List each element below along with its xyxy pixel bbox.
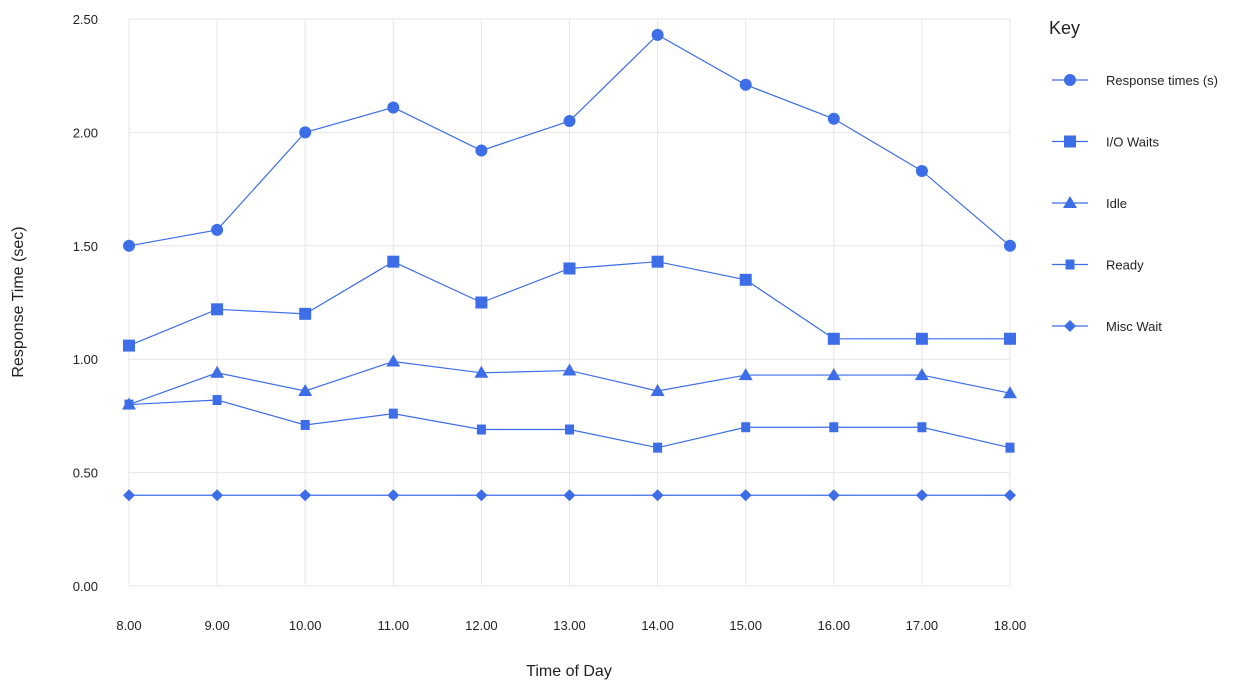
- legend-label: Idle: [1106, 196, 1127, 211]
- data-point: [827, 112, 840, 125]
- x-tick-label: 8.00: [116, 618, 141, 633]
- data-point: [210, 365, 225, 378]
- x-tick-label: 13.00: [553, 618, 586, 633]
- data-point: [1005, 442, 1015, 453]
- x-axis-title: Time of Day: [526, 663, 612, 680]
- data-point: [827, 489, 840, 502]
- legend-title: Key: [1049, 18, 1080, 38]
- series-small-square: [124, 395, 1015, 453]
- data-point: [563, 115, 576, 128]
- series-group: [122, 28, 1017, 502]
- x-tick-label: 11.00: [378, 618, 410, 633]
- data-point: [211, 489, 224, 502]
- data-point: [387, 255, 400, 268]
- data-point: [476, 424, 486, 435]
- y-tick-label: 2.00: [73, 125, 98, 140]
- data-point: [650, 383, 665, 396]
- y-axis-ticks: 0.00 0.50 1.00 1.50 2.00 2.50: [73, 12, 98, 594]
- x-tick-label: 9.00: [204, 618, 229, 633]
- data-point: [299, 126, 312, 139]
- legend-entry: I/O Waits: [1052, 135, 1159, 150]
- data-point: [739, 489, 752, 502]
- data-point: [914, 368, 929, 381]
- data-point: [739, 78, 752, 91]
- x-tick-label: 14.00: [641, 618, 674, 633]
- legend-marker: [1064, 74, 1076, 86]
- series-square: [123, 255, 1016, 352]
- data-point: [1004, 239, 1016, 252]
- data-point: [388, 408, 398, 419]
- data-point: [123, 239, 135, 252]
- data-point: [124, 399, 134, 410]
- data-point: [211, 303, 224, 316]
- data-point: [212, 395, 222, 406]
- legend-marker: [1064, 320, 1076, 332]
- data-point: [1003, 386, 1017, 399]
- data-point: [298, 383, 313, 396]
- data-point: [211, 223, 224, 236]
- legend-entry: Response times (s): [1052, 73, 1218, 88]
- data-point: [299, 307, 312, 320]
- y-tick-label: 0.50: [73, 466, 98, 481]
- series-triangle: [122, 354, 1017, 410]
- data-point: [651, 489, 664, 502]
- legend-label: Ready: [1106, 258, 1144, 273]
- x-tick-label: 15.00: [729, 618, 762, 633]
- data-point: [741, 422, 751, 433]
- data-point: [917, 422, 927, 433]
- data-point: [915, 332, 928, 345]
- y-axis-title: Response Time (sec): [10, 226, 27, 377]
- x-tick-label: 18.00: [994, 618, 1027, 633]
- data-point: [300, 419, 310, 430]
- series-circle: [123, 28, 1016, 252]
- legend: Key Response times (s) I/O Waits Idle Ready…: [1049, 18, 1218, 334]
- data-point: [474, 365, 489, 378]
- data-point: [826, 368, 841, 381]
- legend-entry: Ready: [1052, 258, 1144, 273]
- series-diamond: [123, 489, 1016, 502]
- y-tick-label: 0.00: [73, 579, 98, 594]
- y-tick-label: 1.00: [73, 352, 98, 367]
- x-tick-label: 16.00: [818, 618, 851, 633]
- data-point: [386, 354, 401, 367]
- data-point: [475, 489, 488, 502]
- legend-marker: [1065, 259, 1075, 270]
- data-point: [915, 489, 928, 502]
- data-point: [387, 489, 400, 502]
- x-tick-label: 10.00: [289, 618, 322, 633]
- data-point: [299, 489, 312, 502]
- y-tick-label: 2.50: [73, 12, 98, 27]
- x-axis-ticks: 8.00 9.00 10.00 11.00 12.00 13.00 14.00 15.00 16…: [116, 618, 1026, 633]
- data-point: [739, 273, 752, 286]
- legend-marker: [1064, 135, 1076, 148]
- legend-label: I/O Waits: [1106, 135, 1159, 150]
- data-point: [651, 255, 664, 268]
- legend-marker: [1063, 196, 1077, 208]
- data-point: [651, 28, 664, 41]
- data-point: [563, 489, 576, 502]
- data-point: [565, 424, 574, 435]
- data-point: [829, 422, 839, 433]
- data-point: [563, 262, 576, 275]
- data-point: [1004, 332, 1016, 345]
- legend-label: Response times (s): [1106, 73, 1218, 88]
- data-point: [475, 296, 488, 309]
- data-point: [653, 442, 663, 453]
- data-point: [915, 164, 928, 177]
- legend-entry: Misc Wait: [1052, 319, 1162, 334]
- data-point: [827, 332, 840, 345]
- legend-label: Misc Wait: [1106, 319, 1162, 334]
- data-point: [123, 339, 135, 352]
- x-tick-label: 17.00: [906, 618, 939, 633]
- data-point: [387, 101, 400, 114]
- data-point: [1004, 489, 1016, 502]
- data-point: [562, 363, 577, 376]
- data-point: [738, 368, 753, 381]
- x-tick-label: 12.00: [465, 618, 498, 633]
- data-point: [123, 489, 135, 502]
- data-point: [475, 144, 488, 157]
- legend-entry: Idle: [1052, 196, 1127, 211]
- y-tick-label: 1.50: [73, 239, 98, 254]
